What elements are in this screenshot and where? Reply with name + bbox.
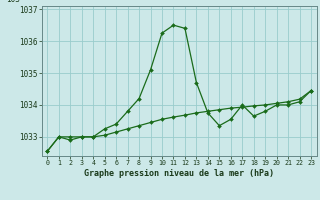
X-axis label: Graphe pression niveau de la mer (hPa): Graphe pression niveau de la mer (hPa) [84,169,274,178]
Text: 103: 103 [6,0,20,4]
